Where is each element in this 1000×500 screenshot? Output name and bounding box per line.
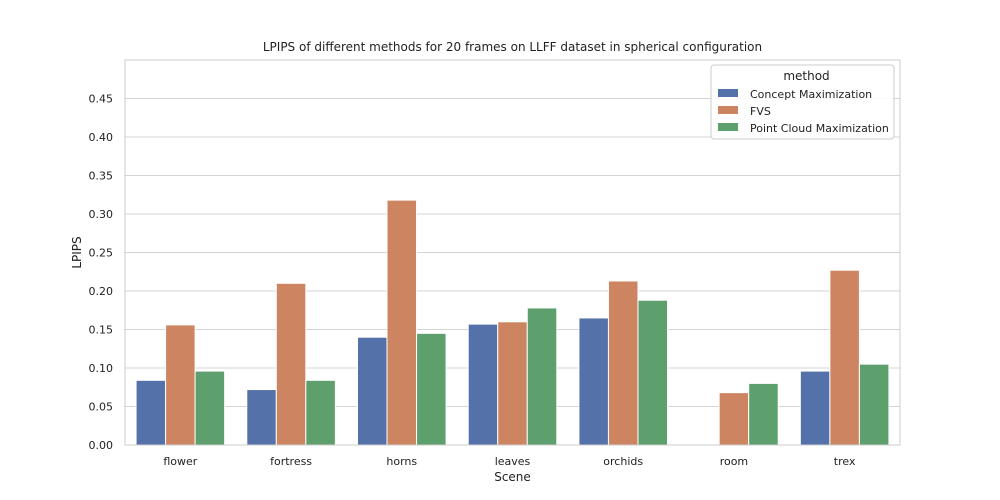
y-tick-label: 0.15 — [89, 324, 114, 337]
x-tick-label-flower: flower — [163, 455, 197, 468]
bar-flower-concept-maximization — [135, 379, 167, 446]
x-tick-label-trex: trex — [834, 455, 856, 468]
x-tick-label-orchids: orchids — [603, 455, 643, 468]
bar-trex-point-cloud-maximization — [858, 363, 890, 446]
bar-room-point-cloud-maximization — [748, 382, 779, 446]
y-tick-label: 0.40 — [89, 131, 114, 144]
legend-swatch — [718, 123, 738, 131]
legend-swatch — [718, 106, 738, 114]
bar-leaves-fvs — [497, 321, 528, 446]
legend-swatch — [718, 89, 738, 97]
y-tick-label: 0.10 — [89, 362, 114, 375]
bar-horns-concept-maximization — [357, 336, 388, 446]
bars — [135, 199, 890, 446]
bar-trex-concept-maximization — [799, 370, 831, 446]
x-axis-title: Scene — [494, 470, 531, 484]
legend-box — [710, 64, 895, 140]
plot-frame — [124, 59, 901, 446]
legend-label: Concept Maximization — [750, 88, 872, 101]
bar-horns-fvs — [386, 199, 418, 446]
bar-orchids-concept-maximization — [578, 317, 609, 446]
x-tick-label-leaves: leaves — [495, 455, 531, 468]
bar-leaves-concept-maximization — [467, 323, 499, 446]
bar-trex-fvs — [829, 269, 860, 446]
legend: method Concept Maximization FVS Point Clou… — [710, 64, 895, 140]
legend-label: FVS — [750, 105, 771, 118]
y-tick-label: 0.20 — [89, 285, 114, 298]
legend-title: method — [783, 69, 829, 83]
y-tick-label: 0.45 — [89, 93, 114, 106]
bar-horns-point-cloud-maximization — [416, 332, 447, 446]
legend-items: Concept Maximization FVS Point Cloud Maxim… — [718, 88, 889, 135]
bar-fortress-point-cloud-maximization — [305, 379, 336, 446]
y-tick-label: 0.35 — [89, 170, 114, 183]
bar-flower-fvs — [165, 324, 196, 446]
bar-fortress-concept-maximization — [246, 389, 277, 446]
bar-leaves-point-cloud-maximization — [526, 307, 558, 446]
y-tick-label: 0.30 — [89, 208, 114, 221]
y-tick-label: 0.25 — [89, 247, 114, 260]
bar-flower-point-cloud-maximization — [194, 370, 226, 446]
legend-label: Point Cloud Maximization — [750, 122, 889, 135]
y-tick-label: 0.00 — [89, 439, 114, 452]
x-tick-label-horns: horns — [386, 455, 417, 468]
y-tick-label: 0.05 — [89, 401, 114, 414]
tick-labels: 0.00 0.05 0.10 0.15 0.20 0.25 0.30 0.35 0.40 0.45… — [89, 93, 856, 469]
y-axis-title: LPIPS — [70, 236, 84, 268]
bar-room-fvs — [718, 392, 750, 446]
x-tick-label-fortress: fortress — [270, 455, 312, 468]
bar-orchids-point-cloud-maximization — [637, 299, 669, 446]
x-tick-label-room: room — [720, 455, 748, 468]
bar-fortress-fvs — [275, 282, 307, 446]
chart-title: LPIPS of different methods for 20 frames… — [263, 40, 762, 54]
bar-orchids-fvs — [607, 280, 639, 446]
